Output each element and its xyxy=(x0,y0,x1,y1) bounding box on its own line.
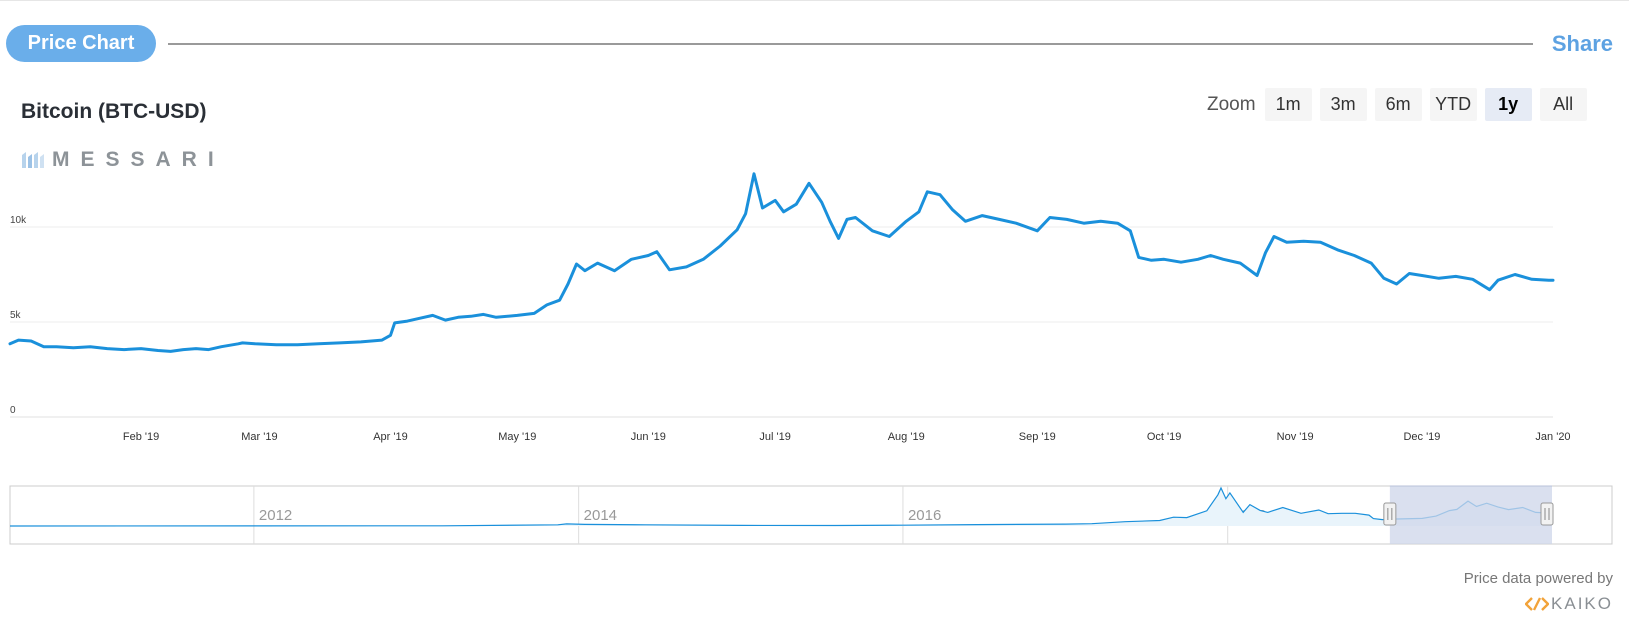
price-series-line xyxy=(8,172,1555,353)
x-tick-label: Sep '19 xyxy=(1019,431,1056,443)
navigator-area xyxy=(10,488,1552,526)
navigator-year-label: 2012 xyxy=(259,507,292,524)
zoom-ytd-button[interactable]: YTD xyxy=(1429,88,1477,121)
navigator-frame xyxy=(9,485,1613,545)
navigator-selected-range[interactable] xyxy=(1389,486,1552,544)
zoom-1m-button[interactable]: 1m xyxy=(1264,88,1312,121)
x-tick-label: Mar '19 xyxy=(241,431,277,443)
kaiko-wordmark: KAIKO xyxy=(1551,594,1613,613)
zoom-label: Zoom xyxy=(1207,93,1256,115)
handle-grip[interactable] xyxy=(1383,502,1397,526)
x-axis-ticks: Feb '19 Mar '19 Apr '19 May '19 Jun '19 Jul '… xyxy=(123,431,1571,443)
zoom-1y-button[interactable]: 1y xyxy=(1484,88,1532,121)
x-tick-label: Jan '20 xyxy=(1535,431,1570,443)
navigator-right-handle[interactable] xyxy=(1540,502,1554,526)
messari-logo: MESSARI xyxy=(22,148,225,172)
x-tick-label: May '19 xyxy=(498,431,536,443)
zoom-all-button[interactable]: All xyxy=(1539,88,1587,121)
navigator-left-handle[interactable] xyxy=(1383,502,1397,526)
chart-title: Bitcoin (BTC-USD) xyxy=(21,100,207,123)
y-axis-ticks: 0 5k 10k xyxy=(10,215,27,416)
navigator-year-ticks: 2012201420162018 xyxy=(253,486,1266,544)
x-tick-label: Aug '19 xyxy=(888,431,925,443)
kaiko-logo: KAIKO xyxy=(1525,594,1613,614)
price-chart-tab-button[interactable]: Price Chart xyxy=(6,25,156,62)
x-tick-label: Jul '19 xyxy=(759,431,790,443)
zoom-controls: Zoom 1m 3m 6m YTD 1y All xyxy=(1207,88,1595,121)
header-divider xyxy=(168,43,1533,45)
zoom-3m-button[interactable]: 3m xyxy=(1319,88,1367,121)
price-line-chart: 0 5k 10k Feb '19 Mar '19 Apr '19 May '19 Jun '… xyxy=(8,172,1571,443)
x-tick-label: Dec '19 xyxy=(1403,431,1440,443)
y-tick-label: 5k xyxy=(10,310,22,321)
y-tick-label: 10k xyxy=(10,215,27,226)
navigator-year-label: 2014 xyxy=(584,507,617,524)
navigator-year-label: 2016 xyxy=(908,507,941,524)
x-tick-label: Feb '19 xyxy=(123,431,159,443)
messari-logo-icon xyxy=(22,152,44,168)
handle-grip[interactable] xyxy=(1540,502,1554,526)
top-border xyxy=(0,0,1629,1)
x-tick-label: Jun '19 xyxy=(631,431,666,443)
chart-grid xyxy=(10,226,1553,418)
price-chart-tab-label: Price Chart xyxy=(27,32,135,54)
x-tick-label: Nov '19 xyxy=(1277,431,1314,443)
powered-by-text: Price data powered by xyxy=(1463,570,1613,587)
messari-wordmark: MESSARI xyxy=(52,148,225,171)
share-link[interactable]: Share xyxy=(1551,31,1613,56)
zoom-6m-button[interactable]: 6m xyxy=(1374,88,1422,121)
x-tick-label: Oct '19 xyxy=(1147,431,1182,443)
kaiko-logo-icon xyxy=(1525,597,1550,611)
range-navigator[interactable]: 2012201420162018 xyxy=(0,480,1629,550)
y-tick-label: 0 xyxy=(10,405,16,416)
x-tick-label: Apr '19 xyxy=(373,431,408,443)
